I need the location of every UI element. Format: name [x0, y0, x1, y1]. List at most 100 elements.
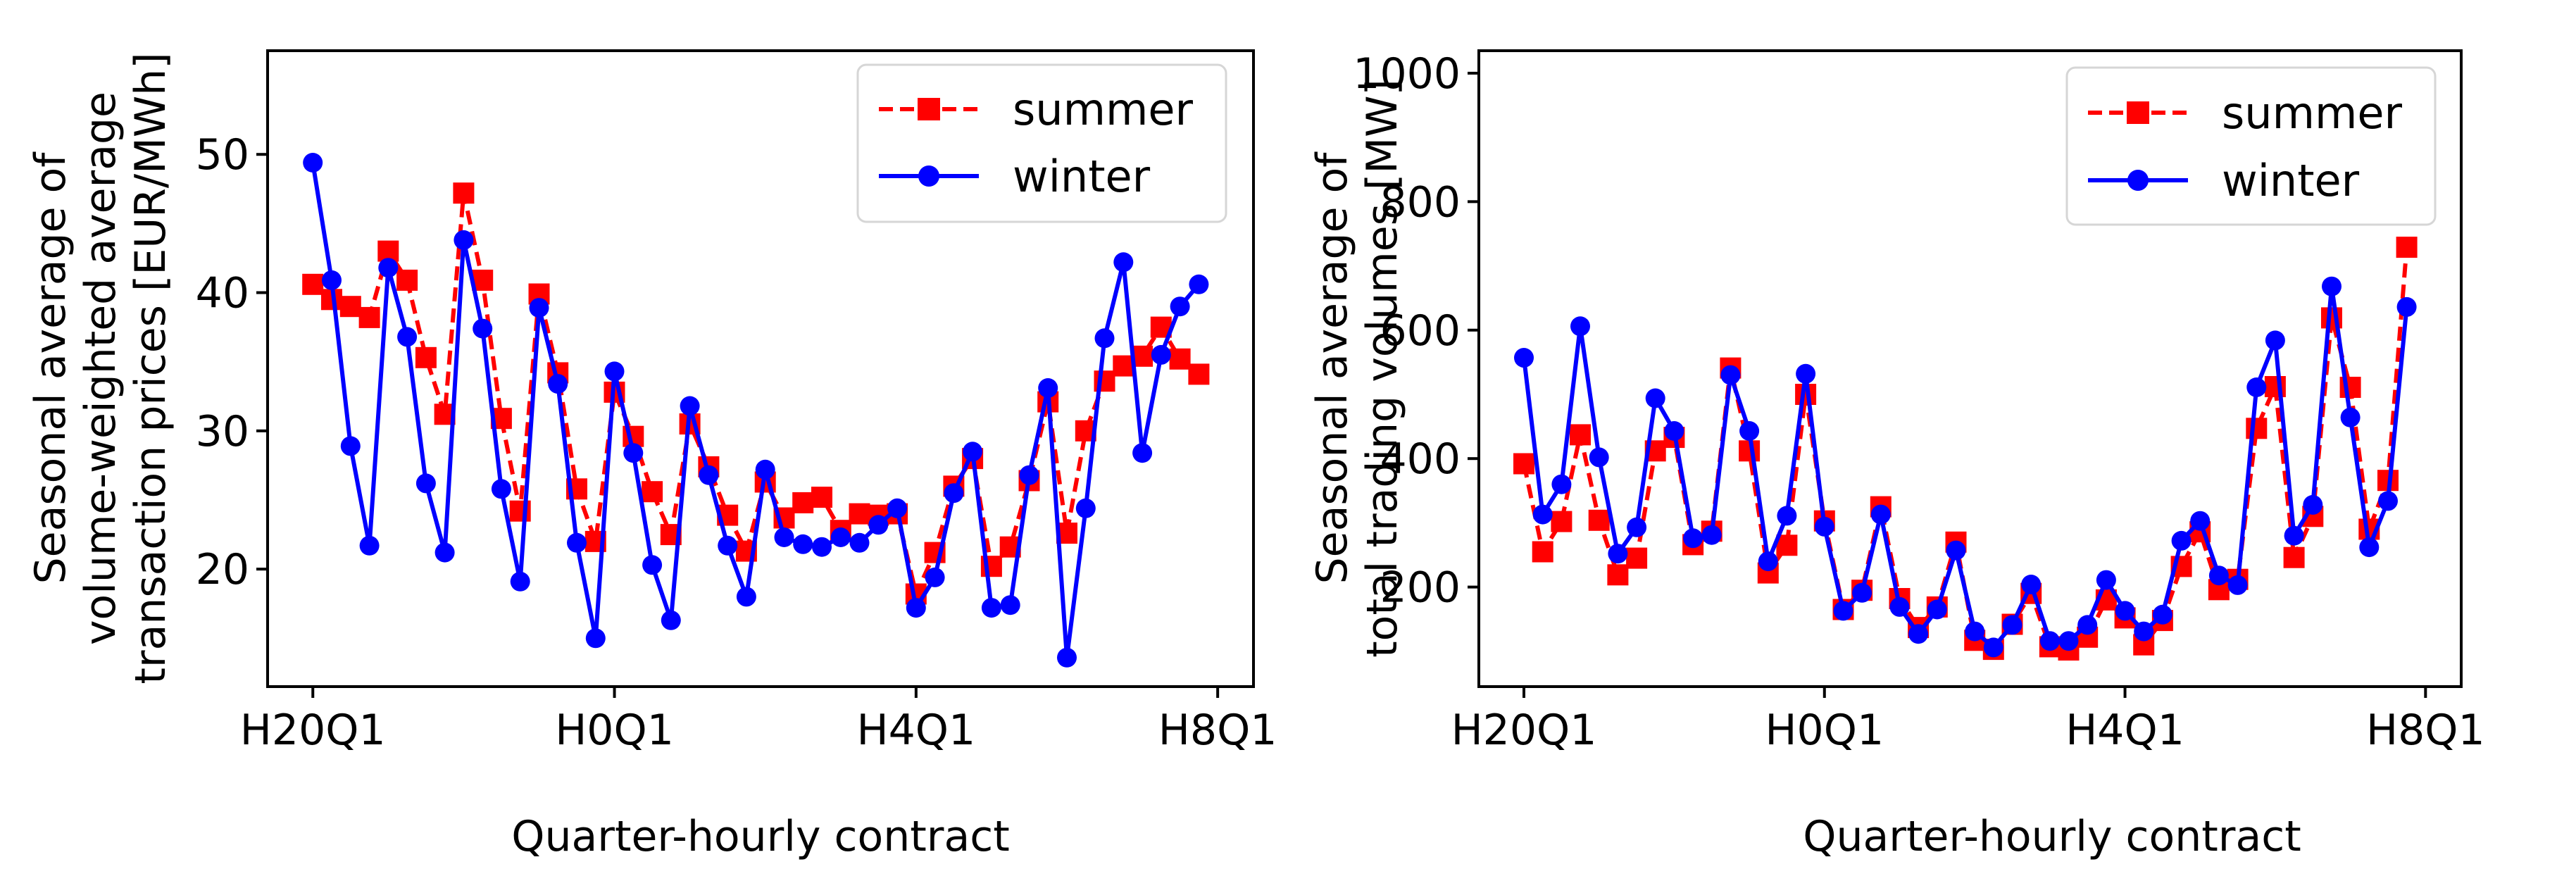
volume-winter-point	[1589, 447, 1609, 468]
volume-legend-summer-label: summer	[2222, 87, 2403, 139]
volume-xtick-label-H0Q1: H0Q1	[1765, 706, 1884, 755]
volume-legend: summer winter	[2065, 66, 2437, 226]
volume-winter-point	[2396, 296, 2417, 317]
volume-summer-point	[2283, 546, 2305, 568]
price-summer-point	[302, 273, 324, 295]
price-ytick-label-30: 30	[196, 407, 249, 456]
price-xtick-label-H20Q1: H20Q1	[240, 706, 386, 755]
price-ytick-label-20: 20	[196, 545, 249, 594]
price-winter-point	[661, 610, 681, 630]
volume-winter-point	[1758, 551, 1778, 572]
volume-winter-point	[1570, 316, 1590, 337]
price-winter-point	[887, 498, 908, 518]
volume-winter-point	[2039, 631, 2060, 651]
volume-legend-box	[2065, 66, 2437, 226]
volume-summer-point	[1607, 564, 1629, 586]
volume-winter-point	[2115, 601, 2135, 621]
volume-winter-point	[2171, 530, 2192, 551]
volume-summer-point	[1588, 509, 1610, 531]
volume-xtick-label-H4Q1: H4Q1	[2065, 706, 2184, 755]
price-xtick-label-H8Q1: H8Q1	[1158, 706, 1277, 755]
price-winter-point	[925, 567, 945, 587]
price-summer-line	[311, 191, 1201, 596]
price-plot-frame	[266, 49, 1255, 688]
volume-winter-point	[2134, 621, 2154, 642]
volume-winter-point	[1514, 348, 1534, 368]
price-winter-point	[812, 537, 832, 557]
price-winter-point	[529, 298, 549, 318]
volume-summer-point	[1551, 511, 1573, 532]
price-winter-point	[981, 598, 1001, 618]
volume-winter-point	[2303, 494, 2323, 515]
price-winter-point	[642, 555, 663, 575]
price-winter-point	[774, 527, 794, 547]
volume-winter-point	[2021, 575, 2042, 594]
volume-legend-summer-marker	[2127, 101, 2149, 124]
price-legend-summer-marker	[918, 98, 940, 120]
volume-winter-point	[2246, 377, 2267, 397]
volume-winter-point	[1701, 525, 1722, 545]
volume-winter-point	[2359, 537, 2380, 558]
price-winter-point	[340, 436, 361, 456]
volume-winter-point	[1833, 601, 1853, 621]
volume-ylabel-line-1: Seasonal average of	[1308, 151, 1357, 584]
price-winter-point	[378, 258, 399, 278]
price-summer-point	[453, 182, 475, 204]
volume-winter-point	[2227, 575, 2248, 595]
volume-ylabel-line-2: total trading volumes [MW]	[1358, 79, 1407, 658]
volume-winter-point	[1927, 599, 1947, 620]
price-ytick-label-50: 50	[196, 130, 249, 180]
price-summer-point	[396, 269, 418, 291]
volume-winter-point	[2322, 276, 2341, 296]
volume-ytick-label-200: 200	[1380, 563, 1461, 613]
price-xtick-label-H0Q1: H0Q1	[555, 706, 674, 755]
volume-winter-point	[1908, 624, 1929, 644]
price-winter-point	[1132, 443, 1153, 463]
price-summer-point	[339, 296, 361, 318]
price-winter-point	[548, 374, 568, 394]
price-winter-point	[868, 515, 889, 535]
price-legend-summer-label: summer	[1013, 84, 1194, 135]
price-winter-point	[434, 542, 455, 563]
price-winter-point	[680, 396, 700, 416]
volume-winter-point	[1983, 637, 2003, 658]
price-legend-winter-marker	[918, 165, 939, 187]
volume-winter-point	[1720, 365, 1741, 385]
price-winter-point	[849, 532, 870, 553]
volume-winter-point	[2340, 407, 2361, 427]
price-winter-point	[415, 473, 436, 494]
price-winter-point	[604, 361, 625, 382]
price-winter-point	[1057, 647, 1077, 668]
volume-chart-panel: 200 400 600 800 1000 H20Q1 H0Q1 H4Q1 H8Q1 Seaso…	[1308, 49, 2485, 861]
price-winter-point	[1038, 378, 1058, 398]
volume-winter-point	[1664, 421, 1684, 441]
price-winter-point	[454, 230, 474, 250]
price-winter-point	[906, 598, 926, 618]
volume-plot-frame	[1477, 49, 2463, 688]
volume-ytick-label-400: 400	[1380, 434, 1461, 484]
price-winter-point	[944, 483, 964, 504]
price-summer-point	[358, 306, 380, 328]
volume-winter-point	[1946, 540, 1966, 561]
price-x-ticks: H20Q1 H0Q1 H4Q1 H8Q1	[240, 687, 1277, 755]
price-winter-line	[311, 162, 1201, 660]
price-y-ticks: 20 30 40 50	[196, 130, 268, 594]
price-winter-point	[736, 587, 756, 607]
price-winter-point	[510, 571, 530, 592]
volume-winter-point	[1777, 506, 1797, 526]
price-summer-point	[792, 492, 814, 513]
volume-summer-point	[2396, 237, 2418, 258]
volume-winter-point	[2284, 525, 2304, 546]
volume-winter-point	[1889, 596, 1910, 617]
price-legend-box	[856, 63, 1227, 223]
price-winter-point	[623, 443, 644, 463]
price-winter-point	[1170, 296, 1190, 317]
price-winter-point	[1151, 344, 1171, 365]
price-winter-point	[963, 442, 983, 462]
volume-xtick-label-H8Q1: H8Q1	[2366, 706, 2485, 755]
price-winter-point	[1000, 595, 1020, 615]
price-summer-point	[1169, 348, 1191, 370]
volume-summer-point	[1626, 547, 1648, 569]
price-series-layer	[302, 153, 1210, 668]
price-winter-point	[585, 628, 606, 649]
